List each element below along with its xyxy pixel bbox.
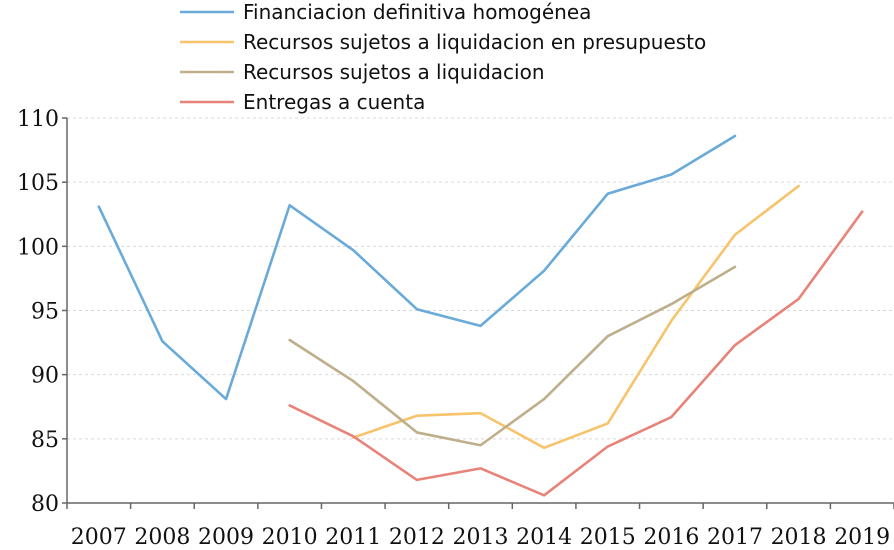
legend-label: Recursos sujetos a liquidacion <box>243 60 545 84</box>
series-lines <box>97 134 864 497</box>
y-tick-label: 80 <box>31 492 59 517</box>
x-axis-ticks: 2007 2008 2009 2010 2011 2012 2013 2014 2015 2016… <box>66 503 894 550</box>
x-tick-label: 2019 <box>834 525 890 550</box>
y-tick-label: 110 <box>17 107 59 132</box>
y-tick-label: 95 <box>31 300 59 325</box>
legend: Financiacion definitiva homogénea Recurso… <box>180 0 706 114</box>
legend-label: Financiacion definitiva homogénea <box>243 0 591 24</box>
x-tick-label: 2013 <box>453 525 509 550</box>
legend-label: Recursos sujetos a liquidacion en presup… <box>243 30 706 54</box>
x-tick-label: 2010 <box>262 525 318 550</box>
x-tick-label: 2015 <box>580 525 636 550</box>
x-tick-label: 2008 <box>134 525 190 550</box>
x-tick-label: 2007 <box>71 525 127 550</box>
x-tick-label: 2014 <box>516 525 572 550</box>
y-tick-label: 100 <box>17 235 59 260</box>
x-tick-label: 2012 <box>389 525 445 550</box>
y-tick-label: 85 <box>31 428 59 453</box>
x-tick-label: 2011 <box>325 525 381 550</box>
series-line-2 <box>351 184 800 450</box>
x-tick-label: 2018 <box>771 525 827 550</box>
series-line-4 <box>288 210 864 497</box>
y-tick-label: 105 <box>17 171 59 196</box>
grid <box>67 117 894 440</box>
series-line-1 <box>97 134 737 401</box>
x-tick-label: 2017 <box>707 525 763 550</box>
legend-label: Entregas a cuenta <box>243 90 425 114</box>
x-tick-label: 2009 <box>198 525 254 550</box>
x-tick-label: 2016 <box>643 525 699 550</box>
series-line-3 <box>288 265 737 447</box>
y-axis-ticks: 80 85 90 95 100 105 110 <box>17 107 67 517</box>
y-tick-label: 90 <box>31 364 59 389</box>
